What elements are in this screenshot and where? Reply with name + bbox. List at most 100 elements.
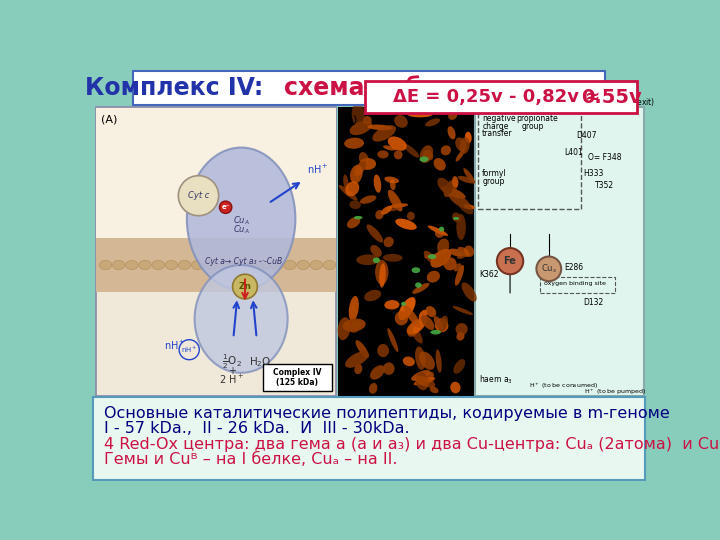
Text: group: group bbox=[482, 177, 505, 186]
Ellipse shape bbox=[415, 372, 428, 390]
Ellipse shape bbox=[343, 174, 348, 191]
Ellipse shape bbox=[366, 225, 383, 242]
Ellipse shape bbox=[437, 178, 452, 194]
Text: H$^+$ (pump exit): H$^+$ (pump exit) bbox=[594, 96, 654, 110]
Ellipse shape bbox=[310, 260, 323, 269]
Ellipse shape bbox=[464, 246, 474, 257]
Ellipse shape bbox=[438, 316, 448, 332]
Text: ΔE = 0,25v - 0,82v ≈: ΔE = 0,25v - 0,82v ≈ bbox=[392, 88, 613, 106]
Ellipse shape bbox=[457, 247, 470, 257]
Text: K362: K362 bbox=[479, 269, 498, 279]
Text: 4 Red-Ox центра: два гема а (а и а₃) и два Cu-центра: Cuₐ (2атома)  и Cuᴮ.: 4 Red-Ox центра: два гема а (а и а₃) и д… bbox=[104, 437, 720, 452]
Ellipse shape bbox=[419, 310, 428, 320]
Text: Гемы и Cuᴮ – на I белке, Cuₐ – на II.: Гемы и Cuᴮ – на I белке, Cuₐ – на II. bbox=[104, 451, 397, 467]
Ellipse shape bbox=[407, 319, 426, 335]
Text: H$^+$ (to be consumed): H$^+$ (to be consumed) bbox=[529, 381, 598, 391]
Text: Cu$_s$: Cu$_s$ bbox=[541, 262, 557, 275]
Ellipse shape bbox=[433, 316, 443, 329]
Ellipse shape bbox=[407, 212, 415, 220]
Ellipse shape bbox=[387, 204, 402, 211]
Text: Основные каталитические полипептиды, кодируемые в m-геноме: Основные каталитические полипептиды, код… bbox=[104, 406, 670, 421]
Text: group: group bbox=[522, 122, 544, 131]
Ellipse shape bbox=[354, 216, 363, 219]
Ellipse shape bbox=[431, 330, 441, 335]
Ellipse shape bbox=[346, 181, 359, 196]
Ellipse shape bbox=[165, 260, 178, 269]
Ellipse shape bbox=[204, 260, 217, 269]
Ellipse shape bbox=[187, 147, 295, 290]
Ellipse shape bbox=[413, 283, 430, 294]
Ellipse shape bbox=[390, 179, 395, 190]
Ellipse shape bbox=[414, 375, 435, 388]
Ellipse shape bbox=[349, 321, 361, 333]
Ellipse shape bbox=[231, 260, 243, 269]
FancyBboxPatch shape bbox=[475, 107, 644, 396]
Ellipse shape bbox=[420, 157, 428, 162]
Ellipse shape bbox=[359, 152, 369, 166]
Ellipse shape bbox=[271, 260, 283, 269]
Ellipse shape bbox=[458, 176, 475, 184]
Text: charge: charge bbox=[482, 122, 508, 131]
Ellipse shape bbox=[431, 249, 451, 268]
Ellipse shape bbox=[426, 306, 436, 317]
Ellipse shape bbox=[384, 300, 400, 309]
Ellipse shape bbox=[410, 325, 423, 343]
Ellipse shape bbox=[456, 150, 464, 161]
Ellipse shape bbox=[437, 239, 449, 254]
Text: Zn: Zn bbox=[238, 282, 251, 291]
Ellipse shape bbox=[112, 260, 125, 269]
Ellipse shape bbox=[452, 176, 459, 188]
Text: transfer: transfer bbox=[482, 130, 513, 138]
Ellipse shape bbox=[394, 150, 402, 159]
Text: Cu$_A$: Cu$_A$ bbox=[233, 214, 250, 227]
Ellipse shape bbox=[453, 217, 459, 220]
Ellipse shape bbox=[370, 365, 385, 380]
Ellipse shape bbox=[411, 370, 430, 381]
FancyBboxPatch shape bbox=[263, 363, 332, 392]
Ellipse shape bbox=[453, 306, 473, 315]
Text: 2 H$^+$: 2 H$^+$ bbox=[220, 373, 244, 386]
Ellipse shape bbox=[456, 323, 468, 335]
Ellipse shape bbox=[338, 185, 358, 201]
Ellipse shape bbox=[424, 254, 441, 258]
Ellipse shape bbox=[356, 340, 369, 358]
FancyBboxPatch shape bbox=[365, 81, 637, 113]
Ellipse shape bbox=[427, 271, 440, 282]
Ellipse shape bbox=[375, 210, 384, 219]
Text: Комплекс IV:: Комплекс IV: bbox=[85, 76, 280, 100]
Text: H333: H333 bbox=[584, 170, 604, 178]
Ellipse shape bbox=[359, 158, 376, 170]
Text: Cu$_A$: Cu$_A$ bbox=[233, 224, 250, 236]
Ellipse shape bbox=[456, 332, 464, 341]
Ellipse shape bbox=[403, 144, 419, 158]
Ellipse shape bbox=[390, 204, 408, 208]
Ellipse shape bbox=[194, 265, 287, 373]
Ellipse shape bbox=[423, 251, 435, 263]
Ellipse shape bbox=[344, 138, 364, 149]
Ellipse shape bbox=[379, 264, 386, 288]
Ellipse shape bbox=[415, 282, 422, 288]
FancyBboxPatch shape bbox=[93, 397, 645, 480]
Ellipse shape bbox=[99, 260, 112, 269]
Ellipse shape bbox=[425, 118, 440, 126]
Ellipse shape bbox=[464, 168, 475, 184]
Ellipse shape bbox=[457, 249, 468, 259]
Ellipse shape bbox=[408, 321, 421, 337]
Ellipse shape bbox=[464, 204, 475, 210]
Ellipse shape bbox=[444, 180, 457, 197]
Ellipse shape bbox=[439, 227, 444, 232]
Text: I - 57 kDa.,  II - 26 kDa.  И  III - 30kDa.: I - 57 kDa., II - 26 kDa. И III - 30kDa. bbox=[104, 421, 410, 436]
Ellipse shape bbox=[455, 265, 464, 286]
Ellipse shape bbox=[354, 161, 366, 176]
Text: nH$^+$: nH$^+$ bbox=[307, 163, 329, 177]
Ellipse shape bbox=[395, 311, 408, 325]
Ellipse shape bbox=[465, 132, 472, 144]
Ellipse shape bbox=[377, 151, 389, 158]
Ellipse shape bbox=[351, 103, 364, 126]
Ellipse shape bbox=[455, 137, 467, 152]
Ellipse shape bbox=[126, 260, 138, 269]
Ellipse shape bbox=[343, 319, 366, 332]
Ellipse shape bbox=[413, 377, 436, 386]
Ellipse shape bbox=[383, 254, 402, 262]
FancyBboxPatch shape bbox=[96, 108, 336, 252]
